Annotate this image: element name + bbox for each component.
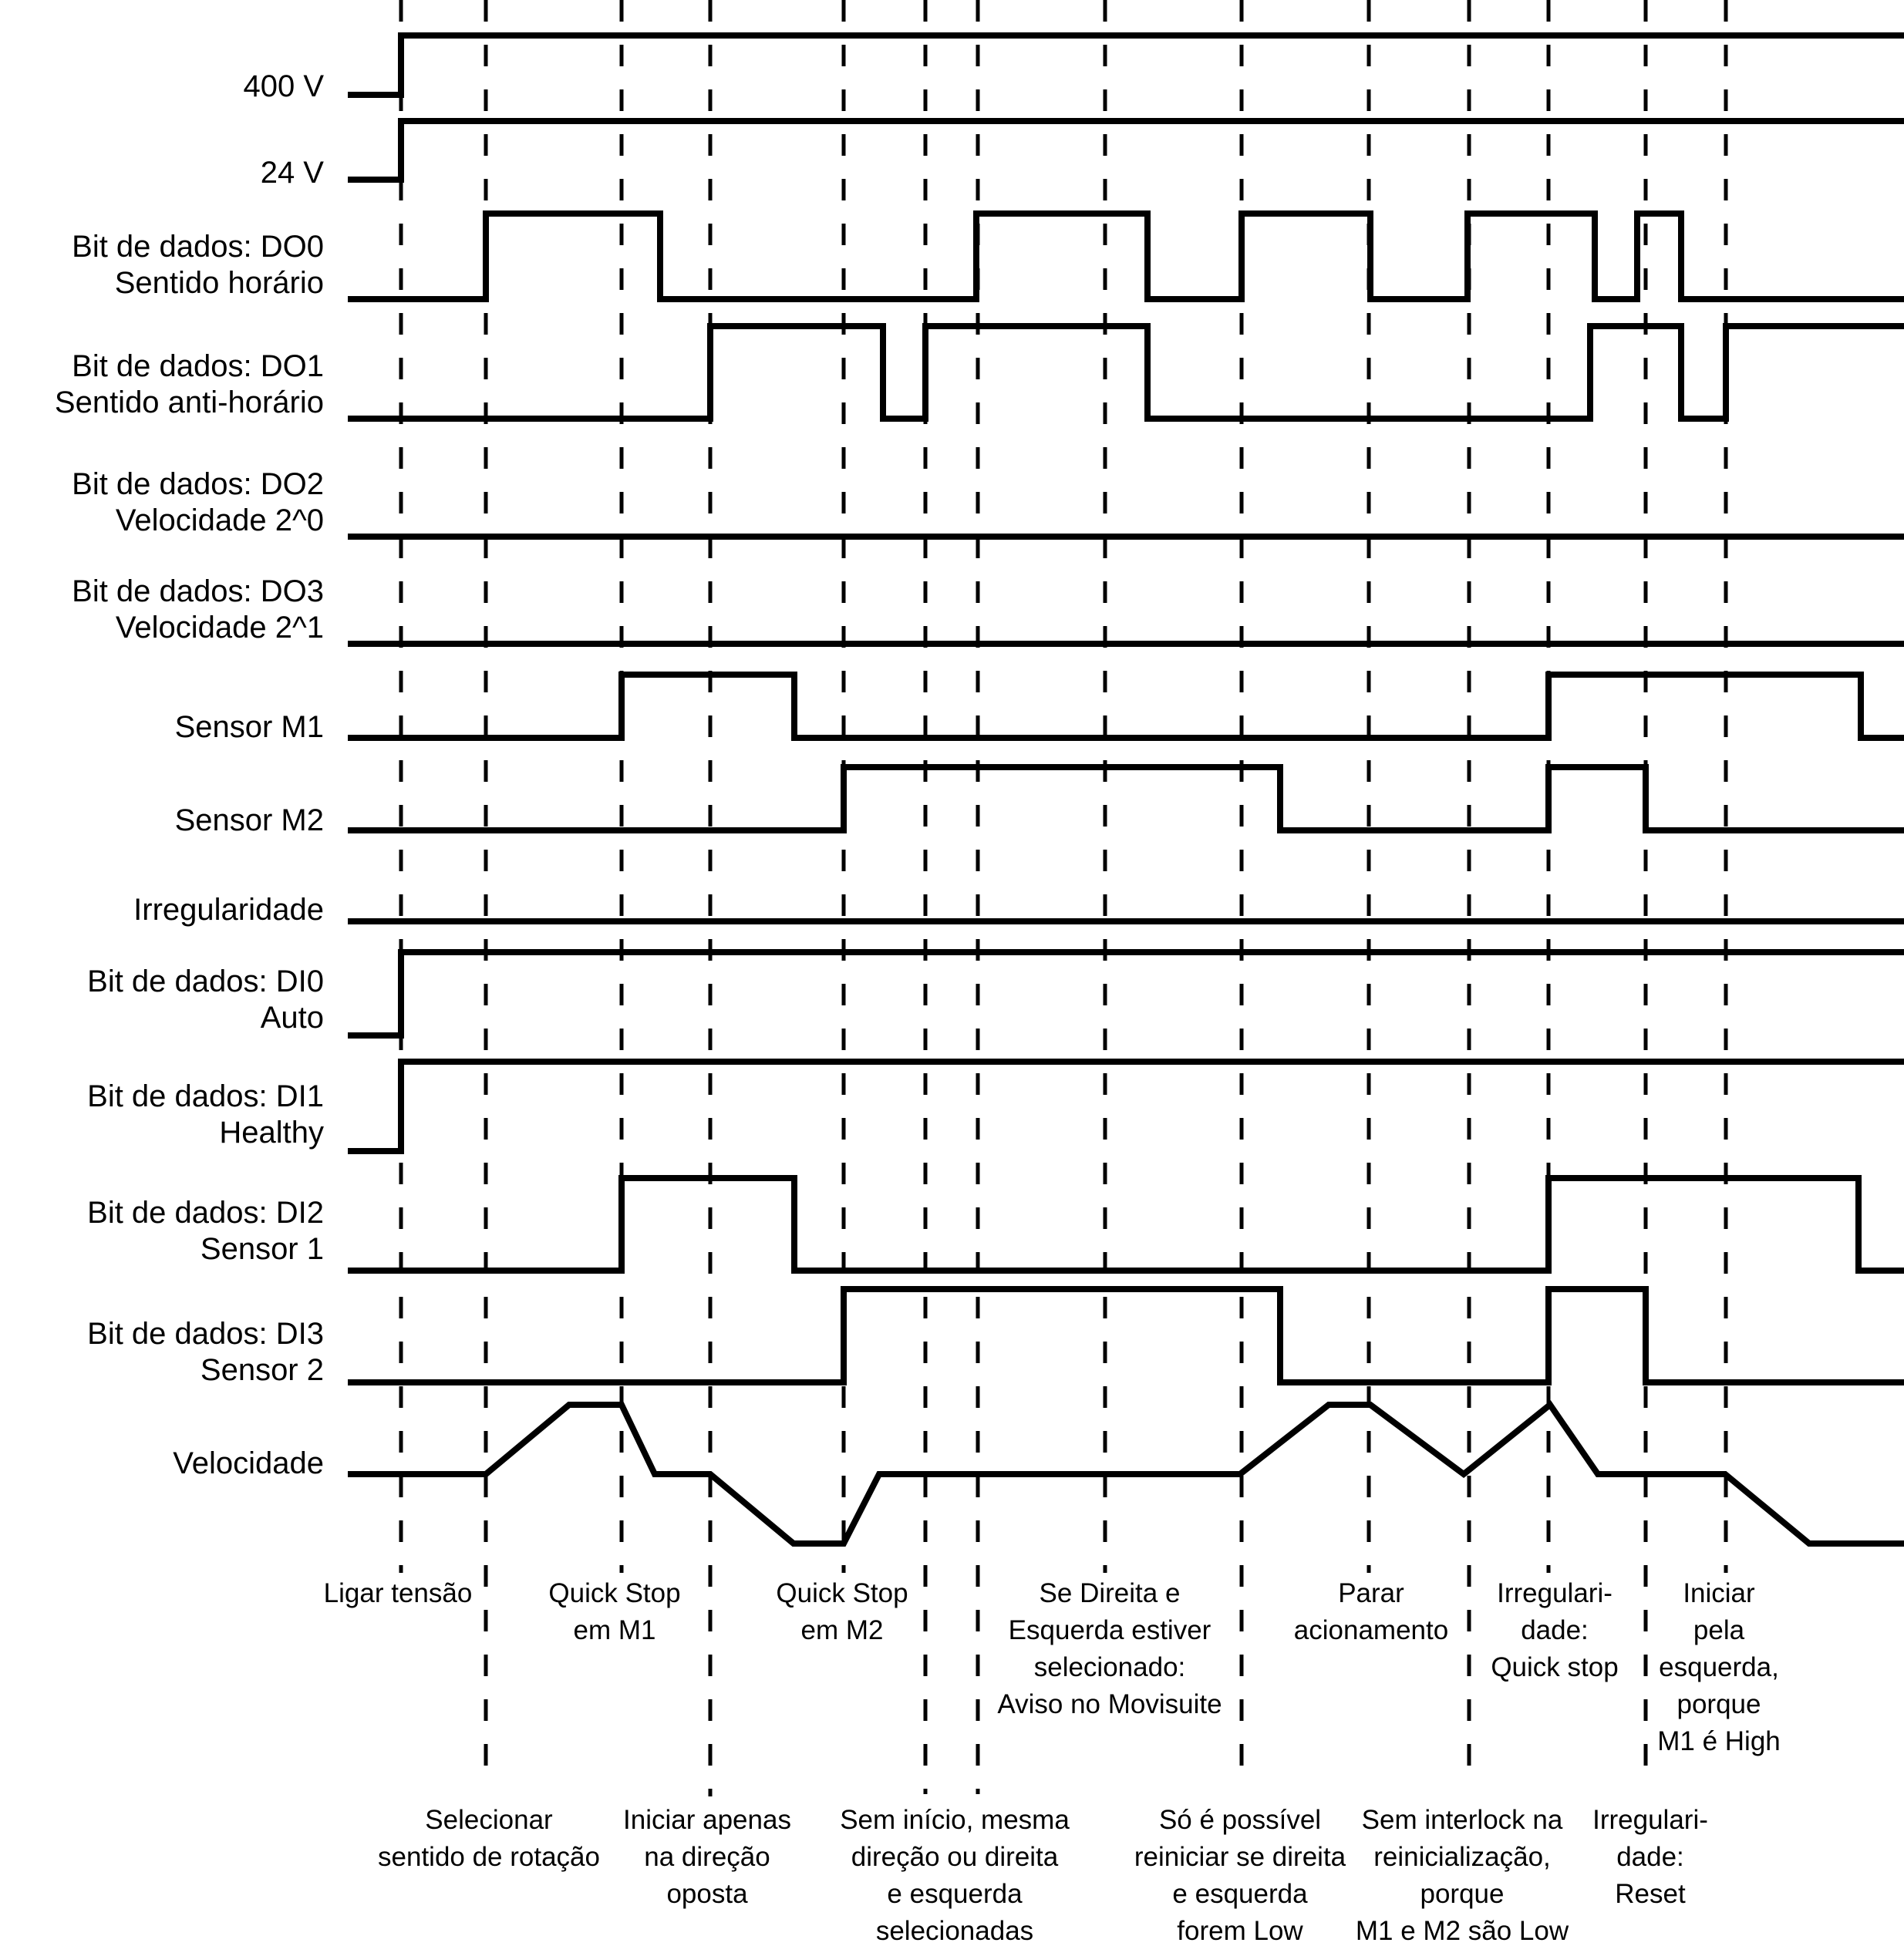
label-sensor-m2: Sensor M2 bbox=[174, 803, 324, 837]
label-di1: Bit de dados: DI1 Healthy bbox=[87, 1079, 324, 1150]
annotation-iniciar-oposta: Iniciar apenas na direção oposta bbox=[623, 1805, 791, 1909]
label-do1: Bit de dados: DO1 Sentido anti-horário bbox=[54, 349, 324, 419]
label-do2: Bit de dados: DO2 Velocidade 2^0 bbox=[72, 467, 324, 537]
waveform-10 bbox=[348, 1059, 1904, 1154]
label-velocidade: Velocidade bbox=[173, 1446, 324, 1480]
annotation-ligar-tensao: Ligar tensão bbox=[323, 1578, 473, 1608]
waveform-2 bbox=[348, 210, 1904, 302]
annotation-selecionar-sentido: Selecionar sentido de rotação bbox=[378, 1805, 600, 1872]
waveform-1 bbox=[348, 118, 1904, 183]
annotation-sem-inicio: Sem início, mesma direção ou direita e e… bbox=[840, 1805, 1070, 1946]
waveform-13 bbox=[348, 1400, 1904, 1547]
label-di2: Bit de dados: DI2 Sensor 1 bbox=[87, 1196, 324, 1266]
annotation-so-e-possivel: Só é possível reiniciar se direita e esq… bbox=[1134, 1805, 1346, 1946]
annotation-quickstop-m2: Quick Stop em M2 bbox=[776, 1578, 908, 1645]
annotation-iniciar-esquerda: Iniciar pela esquerda, porque M1 é High bbox=[1657, 1578, 1781, 1756]
label-do0: Bit de dados: DO0 Sentido horário bbox=[72, 230, 324, 300]
waveform-6 bbox=[348, 672, 1904, 741]
annotation-aviso-movisuite: Se Direita e Esquerda estiver selecionad… bbox=[997, 1578, 1222, 1719]
annotation-irregularidade-quickstop: Irregulari- dade: Quick stop bbox=[1491, 1578, 1619, 1682]
annotation-irregularidade-reset: Irregulari- dade: Reset bbox=[1592, 1805, 1708, 1909]
waveform-11 bbox=[348, 1175, 1904, 1274]
label-di0: Bit de dados: DI0 Auto bbox=[87, 965, 324, 1035]
annotation-quickstop-m1: Quick Stop em M1 bbox=[548, 1578, 681, 1645]
annotation-sem-interlock: Sem interlock na reinicialização, porque… bbox=[1355, 1805, 1569, 1946]
annotation-parar-acionamento: Parar acionamento bbox=[1293, 1578, 1449, 1645]
label-irregularidade: Irregularidade bbox=[133, 893, 324, 927]
waveform-7 bbox=[348, 764, 1904, 833]
label-di3: Bit de dados: DI3 Sensor 2 bbox=[87, 1317, 324, 1387]
label-400v: 400 V bbox=[243, 69, 324, 103]
waveform-3 bbox=[348, 323, 1904, 422]
label-sensor-m1: Sensor M1 bbox=[174, 710, 324, 744]
waveform-9 bbox=[348, 949, 1904, 1039]
waveform-12 bbox=[348, 1286, 1904, 1385]
waveform-0 bbox=[348, 32, 1904, 98]
label-do3: Bit de dados: DO3 Velocidade 2^1 bbox=[72, 574, 324, 645]
label-24v: 24 V bbox=[260, 156, 324, 190]
